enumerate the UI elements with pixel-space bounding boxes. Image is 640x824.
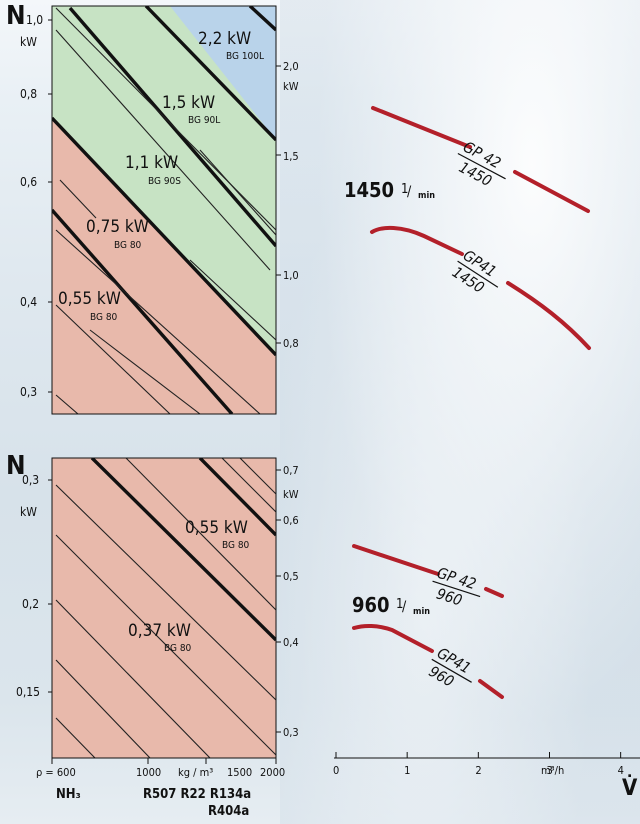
tick-0-3-bottom: 0,3: [22, 473, 39, 487]
curve-gp41-1450: [370, 225, 591, 350]
n-axis-label-top: N: [6, 1, 26, 31]
svg-text:/: /: [407, 184, 412, 200]
flow-tick-label: 1: [404, 764, 410, 777]
curve-gp42-1450: [371, 106, 590, 213]
speed-1450-sub: min: [418, 191, 435, 201]
right-tick-0-6: 0,6: [283, 514, 299, 527]
curve-gp41-960: [352, 623, 504, 699]
tick-0-3: 0,3: [20, 385, 37, 399]
label-gp41-1450: GP41 1450: [449, 246, 500, 297]
density-tick-1000: 1000: [136, 766, 161, 779]
flow-axis-ticks: 0 1 2 3 4: [333, 752, 624, 777]
boundary-0-75kw: [52, 208, 234, 414]
tick-0-8: 0,8: [20, 87, 37, 101]
boundary-1-1kw: [52, 116, 276, 357]
bottom-panel: [52, 458, 276, 758]
boundary-0-55kw: [90, 458, 276, 642]
label-bg100l: BG 100L: [226, 51, 264, 62]
boundary-0-75-bottom: [198, 458, 276, 537]
refrigerant-r404a: R404a: [208, 804, 249, 819]
density-tick-1500: 1500: [227, 766, 252, 779]
unit-kw-bottom: kW: [20, 505, 37, 519]
refrigerant-nh3: NH₃: [56, 787, 81, 802]
tick-0-4: 0,4: [20, 295, 37, 309]
label-gp42-960: GP 42 960: [432, 564, 481, 610]
label-gp42-1450: GP 42 1450: [456, 138, 506, 190]
label-2-2kw: 2,2 kW: [198, 29, 251, 49]
flow-unit: m³/h: [541, 764, 564, 777]
right-tick-1-0: 1,0: [283, 269, 299, 282]
top-panel: [52, 6, 276, 414]
right-unit-kw-bottom: kW: [283, 488, 299, 501]
label-0-37kw: 0,37 kW: [128, 621, 191, 641]
label-bg90s: BG 90S: [148, 176, 181, 187]
region-pink: [52, 118, 276, 414]
flow-tick-label: 0: [333, 764, 339, 777]
density-unit: kg / m³: [178, 766, 213, 779]
refrigerants-group: R507 R22 R134a: [143, 787, 251, 802]
top-panel-frame: [51, 5, 277, 415]
boundary-top-right: [248, 6, 276, 32]
right-tick-2-0: 2,0: [283, 60, 299, 73]
label-bg80-a: BG 80: [114, 240, 142, 251]
right-tick-0-3: 0,3: [283, 726, 299, 739]
right-unit-kw-top: kW: [283, 80, 299, 93]
speed-1450-super: 1: [401, 182, 408, 197]
speed-1450: 1450: [344, 178, 394, 202]
density-tick-2000: 2000: [260, 766, 285, 779]
right-tick-0-5: 0,5: [283, 570, 299, 583]
speed-960-sub: min: [413, 607, 430, 617]
speed-label-1450: 1450 1 / min: [344, 178, 435, 202]
flow-tick-label: 4: [618, 764, 624, 777]
tick-0-6: 0,6: [20, 175, 37, 189]
density-tick-600: ρ = 600: [36, 766, 76, 779]
boundary-2-2kw: [144, 6, 276, 142]
right-tick-0-4: 0,4: [283, 636, 299, 649]
speed-960: 960: [352, 593, 390, 617]
region-blue: [170, 6, 276, 140]
label-bg90l: BG 90L: [188, 115, 220, 126]
region-pink-bottom: [52, 458, 276, 758]
background-water-photo: [280, 0, 640, 824]
right-tick-0-8: 0,8: [283, 337, 299, 350]
right-tick-1-5: 1,5: [283, 150, 299, 163]
unit-kw-top: kW: [20, 35, 37, 49]
bottom-panel-frame: [51, 457, 277, 759]
label-bg80-d: BG 80: [164, 643, 192, 654]
speed-960-super: 1: [396, 597, 403, 612]
label-1-1kw: 1,1 kW: [125, 153, 178, 173]
label-bg80-c: BG 80: [222, 540, 250, 551]
svg-text:/: /: [402, 599, 407, 615]
speed-label-960: 960 1 / min: [352, 593, 430, 617]
tick-0-15: 0,15: [16, 685, 40, 699]
flow-axis-label: V̇: [622, 775, 638, 801]
boundary-1-5kw: [68, 6, 276, 248]
n-axis-label-bottom: N: [6, 451, 26, 481]
flow-tick-label: 2: [475, 764, 481, 777]
label-bg80-b: BG 80: [90, 312, 118, 323]
curve-gp42-960: [352, 544, 504, 598]
label-0-75kw: 0,75 kW: [86, 217, 149, 237]
label-0-55kw-bottom: 0,55 kW: [185, 518, 248, 538]
label-0-55kw: 0,55 kW: [58, 289, 121, 309]
label-1-5kw: 1,5 kW: [162, 93, 215, 113]
tick-1-0: 1,0: [26, 13, 43, 27]
right-tick-0-7: 0,7: [283, 464, 299, 477]
flow-tick-label: 3: [546, 764, 552, 777]
tick-0-2: 0,2: [22, 597, 39, 611]
